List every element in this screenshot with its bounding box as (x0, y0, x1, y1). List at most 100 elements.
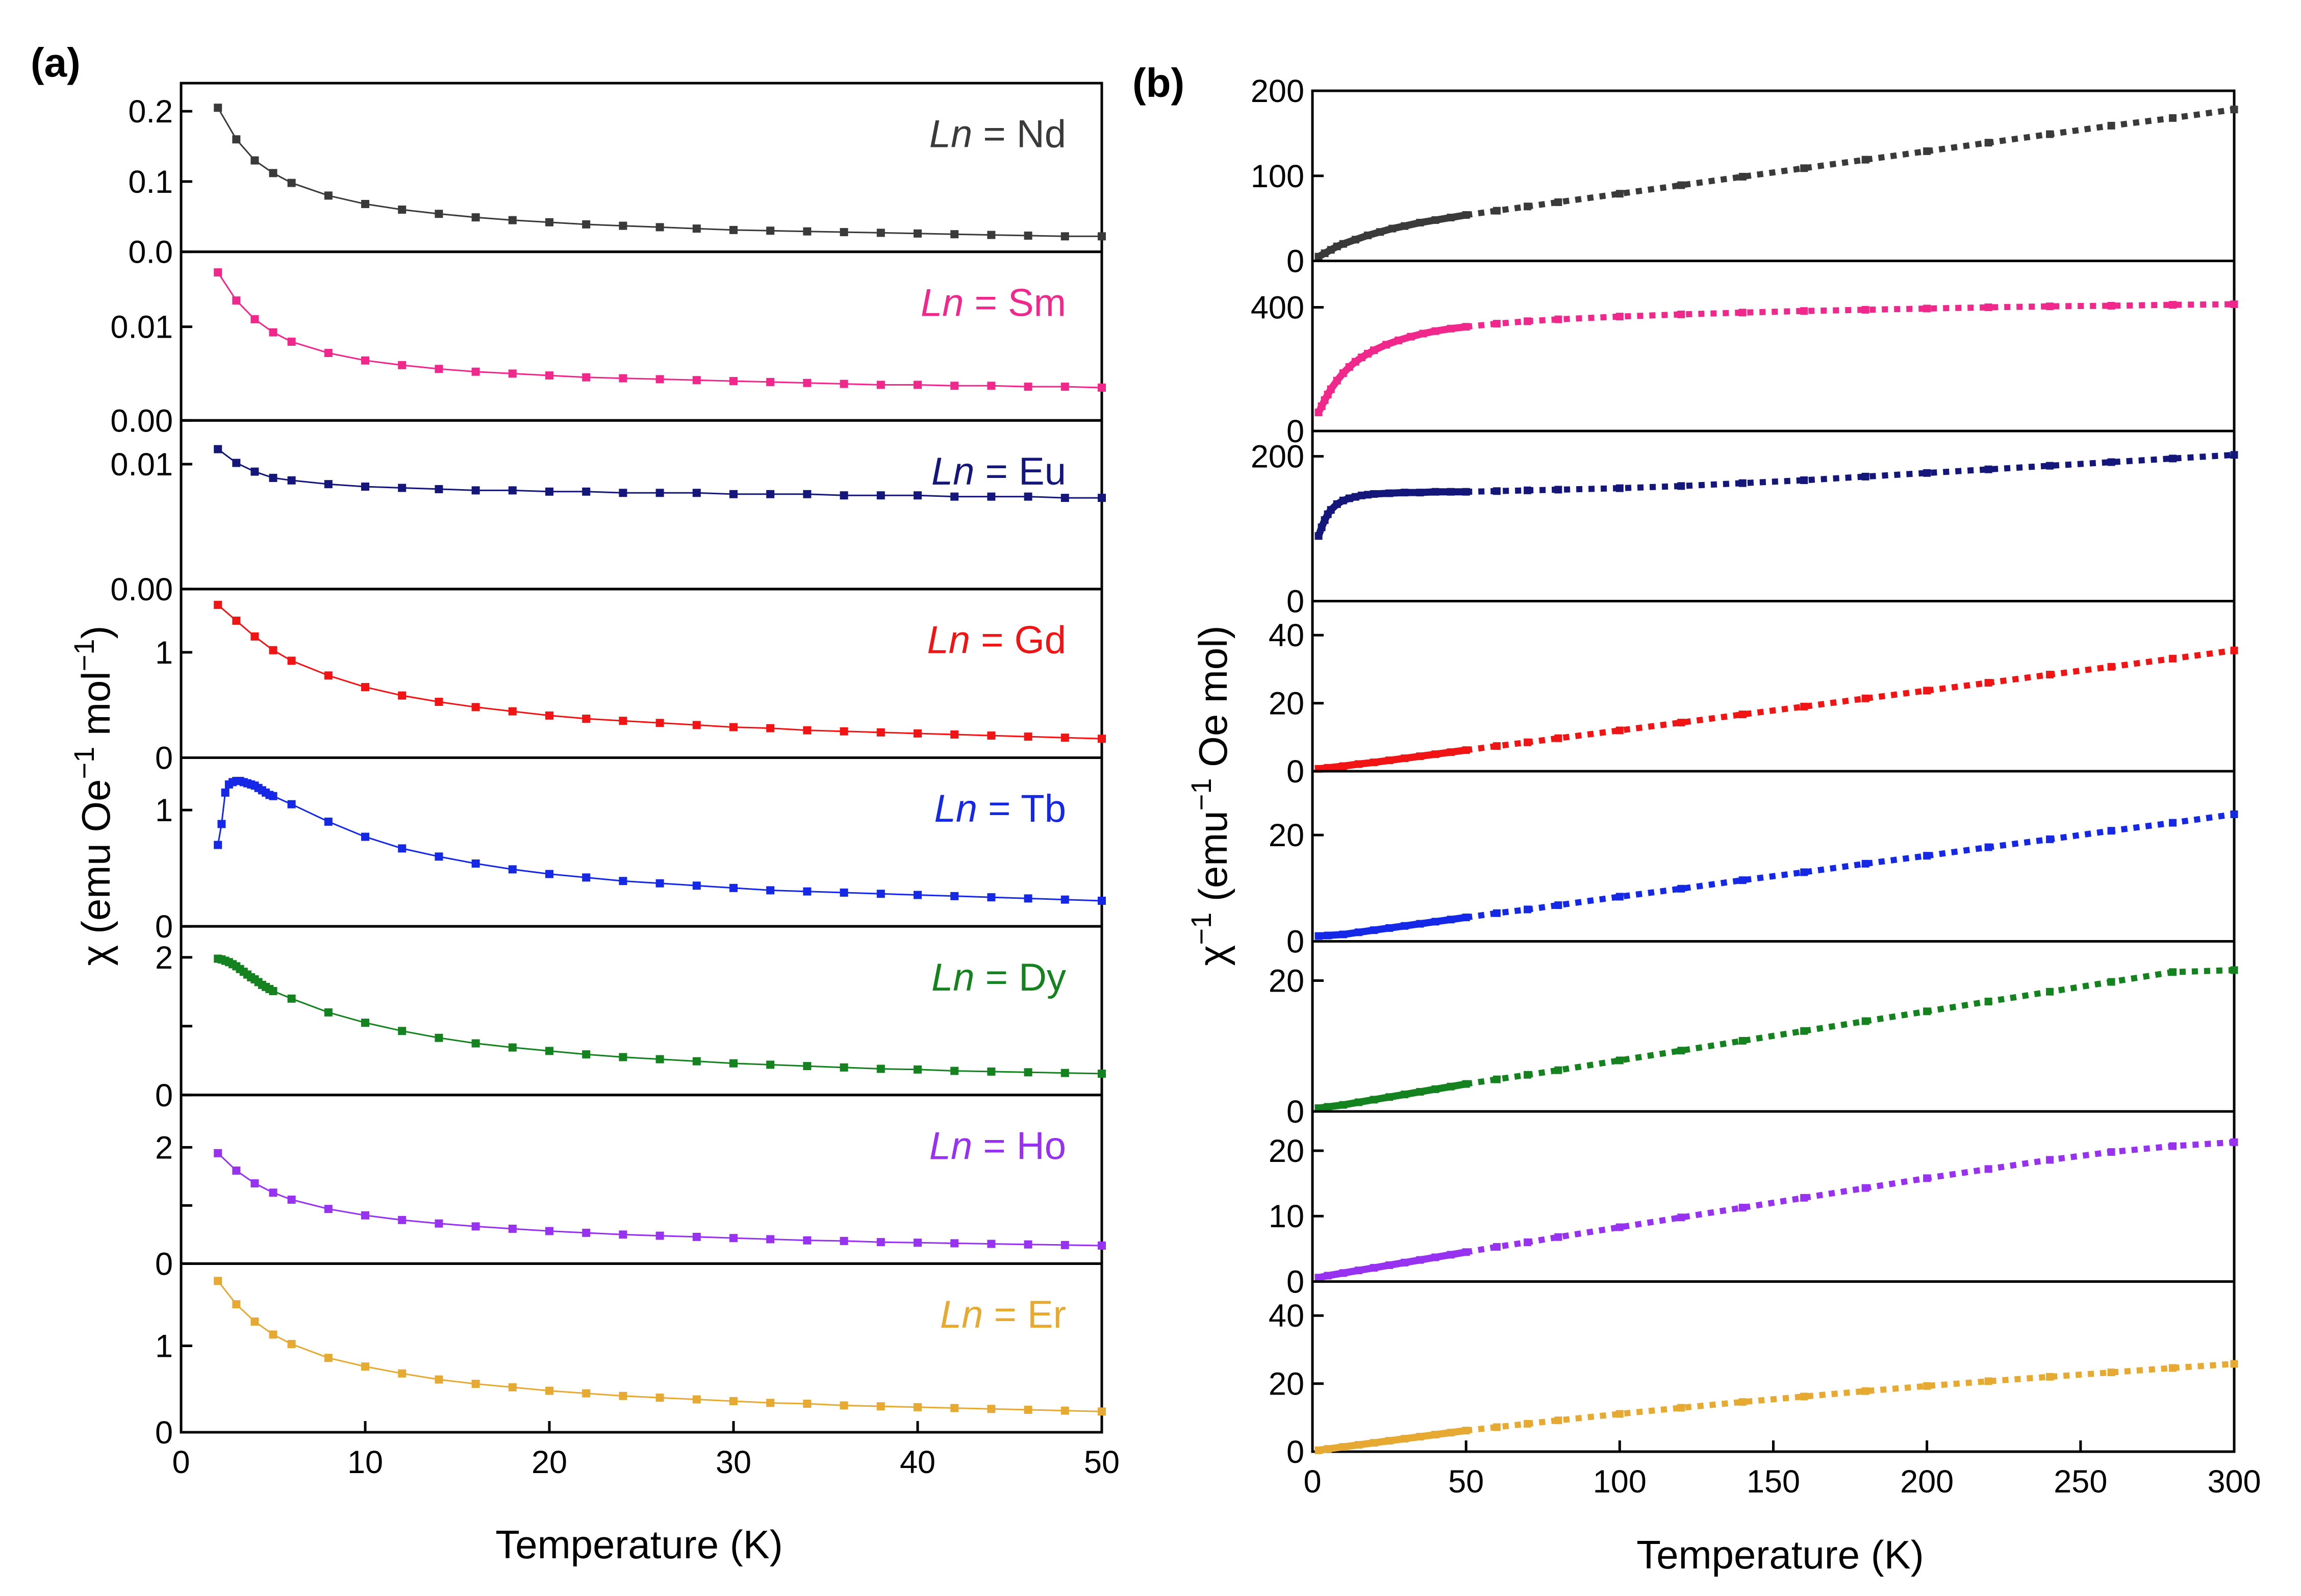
data-point (435, 365, 443, 373)
data-point (1098, 383, 1106, 392)
data-point (766, 226, 775, 235)
data-point (1677, 884, 1685, 893)
data-point (435, 1375, 443, 1384)
series-line (1315, 746, 1470, 773)
data-point (361, 356, 369, 365)
data-point (950, 1404, 959, 1412)
data-point (250, 156, 259, 165)
data-point (361, 483, 369, 491)
data-point (545, 711, 553, 720)
y-tick-label: 0.01 (110, 310, 173, 345)
data-point (729, 883, 738, 892)
data-point (1984, 465, 1992, 473)
data-point (692, 376, 701, 385)
data-point (361, 832, 369, 841)
data-point (840, 1236, 848, 1245)
data-point (840, 1063, 848, 1072)
data-point (876, 491, 885, 500)
data-point (1615, 1056, 1624, 1065)
series-label: Ln = Nd (929, 113, 1066, 156)
data-point (1098, 896, 1106, 905)
series-line (1315, 1248, 1470, 1281)
y-tick-label: 0 (155, 1415, 173, 1451)
subplot-0-7: 0 1 Ln = Er (155, 1262, 1106, 1451)
data-point (214, 445, 222, 453)
x-tick-label: 0 (1303, 1464, 1321, 1500)
data-point (1060, 1240, 1069, 1249)
data-point (269, 646, 277, 654)
data-point (545, 870, 553, 878)
data-point (1923, 305, 1931, 313)
data-point (269, 986, 277, 995)
x-tick-label: 50 (1084, 1445, 1120, 1480)
data-point (2169, 454, 2177, 463)
y-tick-label: 40 (1269, 618, 1304, 653)
x-tick-label: 0 (172, 1445, 190, 1480)
data-point (582, 1050, 591, 1059)
data-point (545, 1047, 553, 1055)
data-point (619, 221, 627, 230)
data-point (250, 1317, 259, 1326)
panel-b-label: (b) (1132, 60, 1184, 106)
data-point (1060, 494, 1069, 502)
data-point (950, 230, 959, 239)
y-tick-label: 2 (155, 1130, 173, 1166)
data-point (398, 691, 407, 700)
data-point (508, 707, 517, 716)
y-tick-label: 0.00 (110, 403, 173, 439)
y-tick-label: 0.2 (128, 94, 173, 130)
data-point (840, 379, 848, 388)
data-point (1615, 1223, 1624, 1231)
data-point (221, 788, 230, 797)
data-point (766, 1060, 775, 1069)
data-point (1024, 894, 1032, 903)
data-point (1923, 1382, 1931, 1390)
data-point (1677, 181, 1685, 189)
data-point (1098, 1069, 1106, 1078)
data-point (582, 1228, 591, 1237)
data-point (1800, 1392, 1808, 1401)
data-point (987, 1239, 996, 1248)
data-point (435, 485, 443, 493)
data-point (435, 852, 443, 861)
data-point (287, 476, 296, 485)
data-point (950, 730, 959, 739)
series-label: Ln = Eu (931, 450, 1066, 493)
data-point (803, 1236, 812, 1245)
data-point (1923, 469, 1931, 477)
data-point (655, 1231, 664, 1240)
subplot-frame (180, 1262, 1103, 1434)
data-point (914, 1238, 922, 1247)
data-point (471, 859, 480, 868)
data-point (876, 728, 885, 737)
x-tick-label: 200 (1900, 1464, 1954, 1500)
data-point (987, 1067, 996, 1076)
data-point (582, 373, 591, 382)
data-point (1060, 733, 1069, 742)
subplot-1-7: 0 20 40 (1269, 1280, 2238, 1470)
y-tick-label: 100 (1251, 159, 1304, 194)
data-point (692, 1232, 701, 1241)
y-tick-label: 20 (1269, 1133, 1304, 1169)
data-point (840, 491, 848, 500)
x-tick-label: 10 (347, 1445, 383, 1480)
data-point (269, 473, 277, 482)
data-point (803, 227, 812, 236)
data-point (1024, 492, 1032, 501)
data-point (619, 717, 627, 725)
data-point (987, 382, 996, 390)
y-tick-label: 0 (1286, 584, 1304, 620)
data-point (914, 491, 922, 500)
series-line (1465, 647, 2235, 753)
data-point (692, 1057, 701, 1066)
series-line (1315, 211, 1470, 261)
series-label: Ln = Tb (934, 787, 1066, 830)
panel-a-chart: 0.0 0.1 0.2 Ln = Nd 0.00 0.01 Ln = Sm 0.00 0.01 L… (110, 82, 1120, 1480)
data-point (214, 268, 222, 277)
data-point (692, 881, 701, 890)
data-point (250, 467, 259, 476)
series-line (1315, 1080, 1470, 1112)
y-tick-label: 0 (1286, 924, 1304, 960)
data-point (987, 731, 996, 740)
